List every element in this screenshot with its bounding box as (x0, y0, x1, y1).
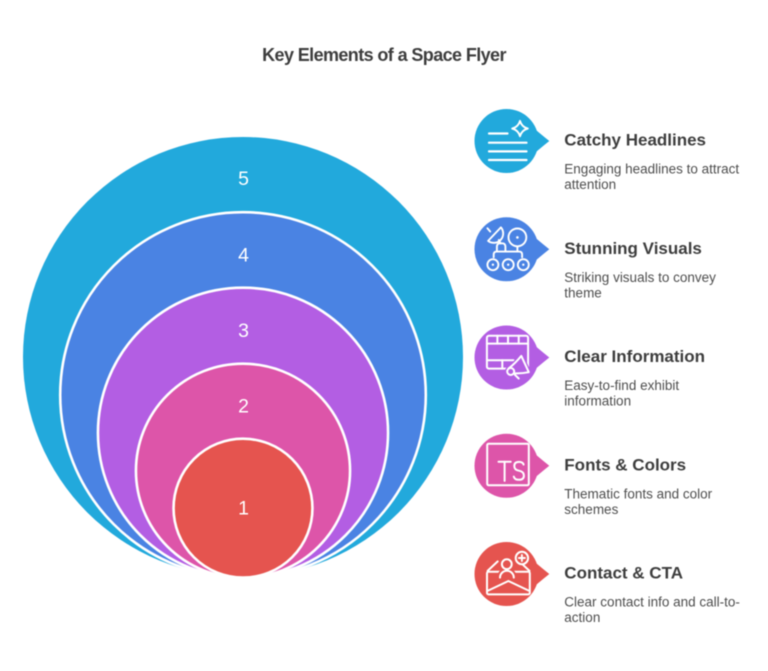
svg-text:attention: attention (564, 177, 616, 192)
svg-text:4: 4 (238, 244, 249, 266)
svg-text:schemes: schemes (564, 502, 618, 517)
svg-text:Striking visuals to convey: Striking visuals to convey (564, 270, 716, 285)
svg-text:1: 1 (238, 498, 249, 520)
svg-text:3: 3 (238, 320, 249, 342)
svg-text:5: 5 (238, 168, 249, 190)
svg-text:Engaging headlines to attract: Engaging headlines to attract (564, 162, 739, 177)
svg-text:action: action (564, 610, 600, 625)
svg-text:theme: theme (564, 285, 602, 300)
svg-text:Thematic fonts and color: Thematic fonts and color (564, 486, 712, 501)
svg-text:Easy-to-find exhibit: Easy-to-find exhibit (564, 378, 679, 393)
svg-text:2: 2 (238, 396, 249, 418)
svg-text:information: information (564, 394, 631, 409)
svg-text:Contact & CTA: Contact & CTA (564, 564, 683, 583)
svg-text:Stunning Visuals: Stunning Visuals (564, 239, 702, 258)
svg-text:Key Elements of a Space Flyer: Key Elements of a Space Flyer (262, 45, 506, 65)
svg-text:Clear Information: Clear Information (564, 347, 705, 366)
svg-text:Catchy Headlines: Catchy Headlines (564, 131, 706, 150)
svg-text:Clear contact info and call-to: Clear contact info and call-to- (564, 595, 740, 610)
svg-text:Fonts & Colors: Fonts & Colors (564, 455, 686, 474)
